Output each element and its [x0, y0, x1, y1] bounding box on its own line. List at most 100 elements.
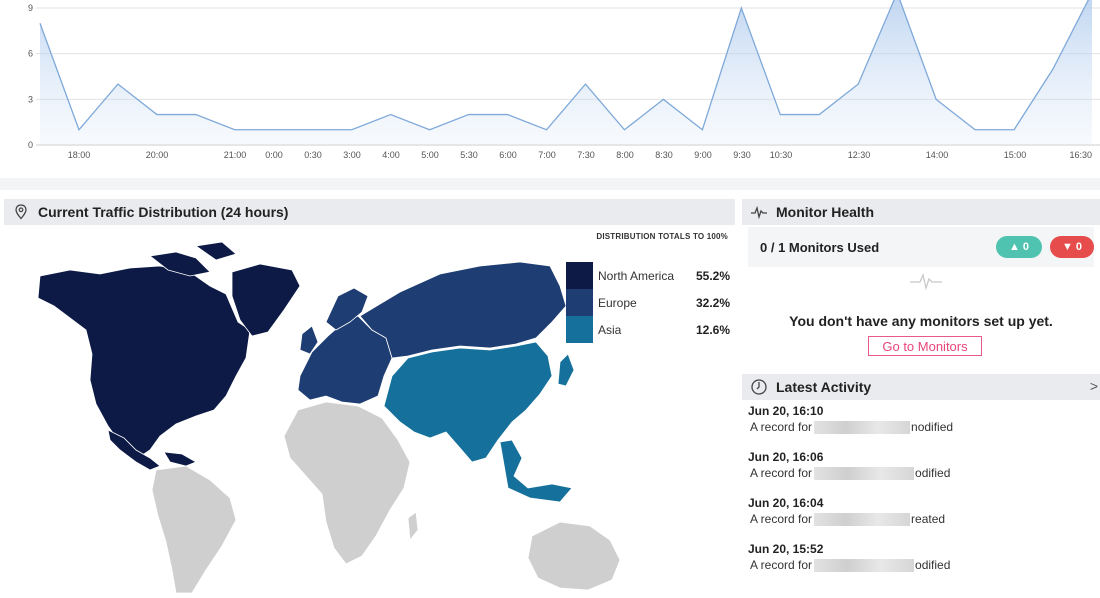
arrow-down-icon: ▼ [1062, 241, 1076, 253]
activity-time: Jun 20, 16:10 [748, 404, 823, 418]
activity-item[interactable]: Jun 20, 16:10 A record for nodified [748, 404, 1098, 450]
x-tick-label: 4:00 [382, 150, 400, 160]
right-column: Monitor Health 0 / 1 Monitors Used ▲ 0 ▼… [742, 199, 1100, 593]
x-tick-label: 15:00 [1004, 150, 1027, 160]
region-japan[interactable] [558, 354, 574, 386]
x-tick-label: 20:00 [146, 150, 169, 160]
activity-item[interactable]: Jun 20, 16:04 A record for reated [748, 496, 1098, 542]
region-caribbean[interactable] [164, 452, 196, 466]
traffic-panel-header: Current Traffic Distribution (24 hours) [4, 199, 735, 225]
x-tick-label: 9:30 [733, 150, 751, 160]
y-tick-label: 9 [28, 3, 33, 13]
activity-prefix: A record for [750, 420, 812, 434]
x-tick-label: 6:00 [499, 150, 517, 160]
x-tick-label: 16:30 [1069, 150, 1092, 160]
activity-prefix: A record for [750, 466, 812, 480]
monitors-down-badge[interactable]: ▼ 0 [1050, 236, 1094, 258]
go-to-monitors-button[interactable]: Go to Monitors [868, 336, 982, 356]
activity-time: Jun 20, 16:04 [748, 496, 823, 510]
x-tick-label: 21:00 [224, 150, 247, 160]
legend-swatch [566, 262, 593, 289]
chart-area-fill [40, 0, 1092, 145]
region-madagascar[interactable] [408, 512, 418, 540]
x-tick-label: 0:30 [304, 150, 322, 160]
x-tick-label: 14:00 [926, 150, 949, 160]
y-tick-label: 0 [28, 140, 33, 150]
activity-item[interactable]: Jun 20, 16:06 A record for odified [748, 450, 1098, 496]
chevron-right-icon[interactable]: > [1090, 378, 1098, 394]
monitors-down-count: 0 [1076, 241, 1082, 253]
x-tick-label: 9:00 [694, 150, 712, 160]
x-tick-label: 7:00 [538, 150, 556, 160]
activity-time: Jun 20, 15:52 [748, 542, 823, 556]
y-tick-label: 3 [28, 94, 33, 104]
redacted-block [814, 513, 910, 526]
x-tick-label: 5:30 [460, 150, 478, 160]
monitor-health-header: Monitor Health [742, 199, 1100, 225]
activity-prefix: A record for [750, 558, 812, 572]
monitor-health-body: 0 / 1 Monitors Used ▲ 0 ▼ 0 You don't ha… [742, 225, 1100, 361]
latest-activity-header: Latest Activity > [742, 374, 1100, 400]
region-africa[interactable] [284, 402, 410, 564]
activity-text: A record for nodified [750, 420, 953, 434]
activity-prefix: A record for [750, 512, 812, 526]
x-tick-label: 3:00 [343, 150, 361, 160]
monitors-used-row: 0 / 1 Monitors Used ▲ 0 ▼ 0 [748, 227, 1094, 267]
activity-suffix: nodified [911, 420, 953, 434]
latest-activity-title: Latest Activity [776, 379, 871, 395]
heartbeat-icon [750, 203, 768, 221]
x-tick-label: 7:30 [577, 150, 595, 160]
legend-label: Asia [598, 323, 696, 337]
traffic-panel-title: Current Traffic Distribution (24 hours) [38, 204, 288, 220]
arrow-up-icon: ▲ [1009, 241, 1023, 253]
legend-swatch [566, 289, 593, 316]
no-monitors-message: You don't have any monitors set up yet. [742, 313, 1100, 329]
x-tick-label: 0:00 [265, 150, 283, 160]
activity-suffix: odified [915, 558, 950, 572]
legend-label: North America [598, 269, 696, 283]
distribution-note: DISTRIBUTION TOTALS TO 100% [596, 232, 728, 241]
legend-value: 32.2% [696, 296, 730, 310]
monitor-health-title: Monitor Health [776, 204, 874, 220]
activity-text: A record for reated [750, 512, 945, 526]
activity-time: Jun 20, 16:06 [748, 450, 823, 464]
y-tick-label: 6 [28, 49, 33, 59]
pulse-icon [910, 271, 942, 291]
monitors-up-count: 0 [1023, 241, 1029, 253]
map-pin-icon [12, 203, 30, 221]
region-australia[interactable] [528, 522, 620, 590]
monitors-up-badge[interactable]: ▲ 0 [996, 236, 1042, 258]
legend-value: 55.2% [696, 269, 730, 283]
section-divider [0, 178, 1100, 190]
world-map: DISTRIBUTION TOTALS TO 100% North Americ… [0, 226, 740, 593]
region-north-america[interactable] [38, 266, 250, 458]
x-tick-label: 10:30 [770, 150, 793, 160]
activity-text: A record for odified [750, 558, 950, 572]
activity-suffix: reated [911, 512, 945, 526]
redacted-block [814, 467, 914, 480]
x-tick-label: 8:30 [655, 150, 673, 160]
region-south-america[interactable] [152, 466, 236, 593]
activity-text: A record for odified [750, 466, 950, 480]
activity-suffix: odified [915, 466, 950, 480]
legend-label: Europe [598, 296, 696, 310]
redacted-block [814, 421, 910, 434]
legend-value: 12.6% [696, 323, 730, 337]
redacted-block [814, 559, 914, 572]
region-southeast-asia[interactable] [500, 440, 572, 502]
monitors-used-label: 0 / 1 Monitors Used [760, 240, 988, 255]
legend-swatch [566, 316, 593, 343]
clock-icon [750, 378, 768, 396]
x-tick-label: 8:00 [616, 150, 634, 160]
x-tick-label: 12:30 [848, 150, 871, 160]
x-tick-label: 18:00 [68, 150, 91, 160]
region-asia[interactable] [384, 342, 552, 462]
activity-item[interactable]: Jun 20, 15:52 A record for odified [748, 542, 1098, 588]
